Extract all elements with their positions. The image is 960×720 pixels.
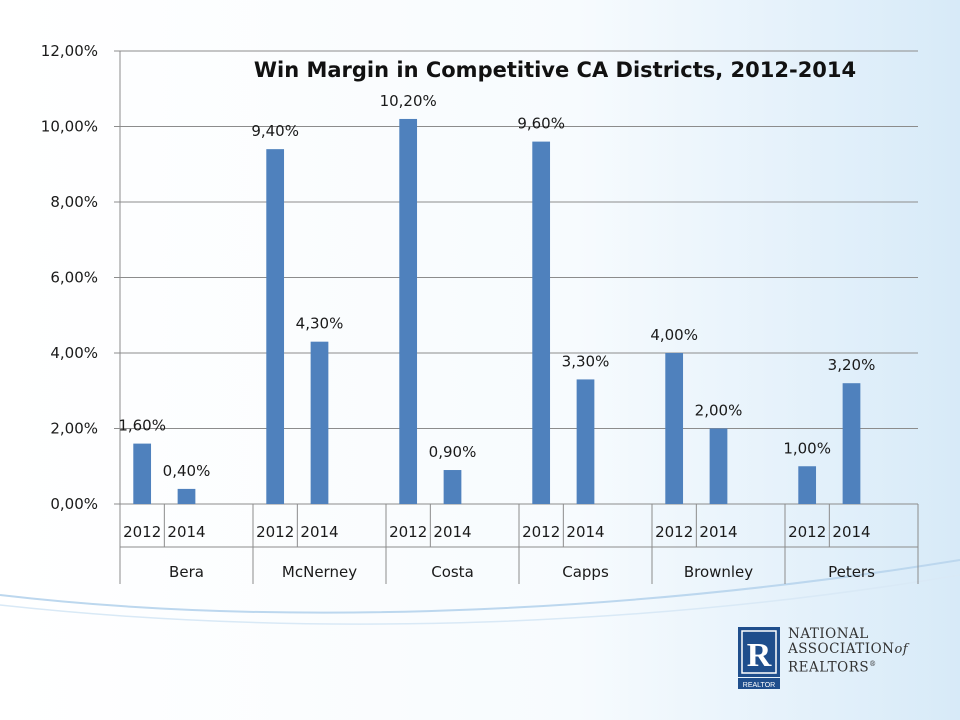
bar bbox=[709, 428, 728, 504]
group-label: Bera bbox=[169, 563, 204, 581]
x-tick-label: 2012 bbox=[522, 523, 560, 541]
logo-mark-caption: REALTOR bbox=[743, 682, 775, 689]
data-label: 3,20% bbox=[828, 356, 876, 374]
data-label: 2,00% bbox=[695, 402, 743, 420]
x-tick-label: 2012 bbox=[389, 523, 427, 541]
x-tick-label: 2014 bbox=[699, 523, 737, 541]
data-label: 0,40% bbox=[163, 462, 211, 480]
data-labels: 1,60% 0,40% 9,40% 4,30% 10,20% 0,90% 9,60% 3,30… bbox=[118, 92, 875, 480]
logo-registered-mark: ® bbox=[869, 660, 877, 668]
bar bbox=[532, 141, 551, 504]
decorative-swoosh bbox=[0, 559, 960, 614]
group-label: Peters bbox=[828, 563, 875, 581]
bar bbox=[399, 118, 418, 504]
bar bbox=[443, 470, 462, 504]
x-tick-label: 2014 bbox=[433, 523, 471, 541]
bar-chart: 0,00% 2,00% 4,00% 6,00% 8,00% 10,00% 12,00% 1,… bbox=[41, 42, 919, 584]
y-axis-tick-labels: 0,00% 2,00% 4,00% 6,00% 8,00% 10,00% 12,00% bbox=[41, 42, 98, 513]
data-label: 4,30% bbox=[296, 315, 344, 333]
group-label: Capps bbox=[562, 563, 609, 581]
logo-line-of: of bbox=[894, 642, 909, 657]
data-label: 4,00% bbox=[650, 326, 698, 344]
x-tick-label: 2012 bbox=[123, 523, 161, 541]
x-tick-label: 2014 bbox=[167, 523, 205, 541]
data-label: 0,90% bbox=[429, 443, 477, 461]
logo-mark-letter: R bbox=[747, 637, 772, 674]
y-tick-label: 4,00% bbox=[50, 344, 98, 362]
y-tick-label: 6,00% bbox=[50, 269, 98, 287]
y-tick-label: 2,00% bbox=[50, 420, 98, 438]
chart-title: Win Margin in Competitive CA Districts, … bbox=[254, 58, 856, 82]
group-label: McNerney bbox=[282, 563, 357, 581]
realtor-r-mark-icon: R REALTOR bbox=[738, 627, 780, 689]
data-label: 3,30% bbox=[562, 352, 610, 370]
logo-line-association: ASSOCIATIONof bbox=[788, 641, 928, 658]
bar bbox=[576, 379, 595, 504]
x-tick-label: 2012 bbox=[655, 523, 693, 541]
gridlines bbox=[114, 50, 918, 505]
axes bbox=[119, 51, 919, 584]
logo-line-realtors-text: REALTORS bbox=[788, 659, 870, 676]
x-tick-label: 2012 bbox=[788, 523, 826, 541]
y-tick-label: 12,00% bbox=[41, 42, 98, 60]
y-tick-label: 0,00% bbox=[50, 495, 98, 513]
x-tick-label: 2014 bbox=[300, 523, 338, 541]
y-tick-label: 10,00% bbox=[41, 118, 98, 136]
bar bbox=[310, 341, 329, 504]
logo-line-realtors: REALTORS® bbox=[788, 657, 928, 676]
group-label: Brownley bbox=[684, 563, 753, 581]
bar bbox=[842, 383, 861, 504]
logo-line-association-text: ASSOCIATION bbox=[788, 641, 895, 657]
y-tick-label: 8,00% bbox=[50, 193, 98, 211]
x-tick-label: 2012 bbox=[256, 523, 294, 541]
logo-wordmark: NATIONAL ASSOCIATIONof REALTORS® bbox=[788, 627, 928, 676]
data-label: 1,60% bbox=[118, 417, 166, 435]
bar bbox=[177, 488, 196, 504]
bars bbox=[133, 118, 861, 504]
bar bbox=[266, 149, 285, 504]
bar bbox=[798, 466, 817, 504]
nar-logo: R REALTOR NATIONAL ASSOCIATIONof REALTOR… bbox=[738, 627, 928, 689]
x-tick-label: 2014 bbox=[566, 523, 604, 541]
decorative-swoosh-secondary bbox=[0, 574, 960, 625]
x-axis-tick-labels: 2012 2014 Bera 2012 2014 McNerney 2012 2014 Cost… bbox=[123, 523, 875, 581]
data-label: 9,40% bbox=[251, 122, 299, 140]
data-label: 1,00% bbox=[783, 439, 831, 457]
logo-line-national: NATIONAL bbox=[788, 626, 869, 642]
data-label: 9,60% bbox=[517, 115, 565, 133]
bar bbox=[665, 353, 684, 504]
data-label: 10,20% bbox=[380, 92, 437, 110]
bar bbox=[133, 443, 152, 504]
x-tick-label: 2014 bbox=[832, 523, 870, 541]
group-label: Costa bbox=[431, 563, 474, 581]
